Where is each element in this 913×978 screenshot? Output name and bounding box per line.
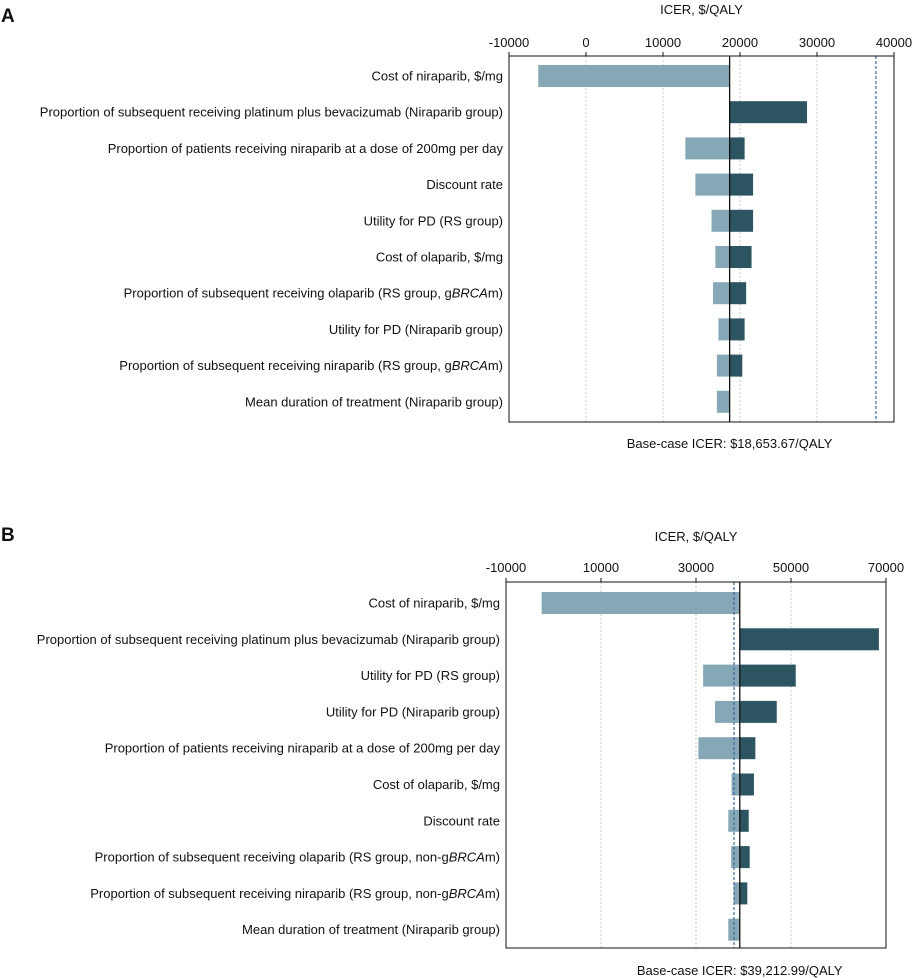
x-tick-label: 30000 — [799, 35, 835, 50]
parameter-label: Cost of olaparib, $/mg — [373, 777, 500, 792]
bar-high — [729, 282, 747, 305]
bar-high — [729, 209, 754, 232]
bar-high — [739, 773, 754, 796]
bar-low — [715, 700, 740, 723]
bar-high — [739, 700, 777, 723]
x-tick-label: 30000 — [678, 560, 714, 575]
bar-high — [729, 354, 743, 377]
panel-label: A — [1, 6, 15, 27]
x-tick-label: 70000 — [868, 560, 904, 575]
x-tick-label: 0 — [582, 35, 589, 50]
parameter-label: Cost of niraparib, $/mg — [368, 596, 500, 611]
bar-low — [541, 592, 740, 614]
x-axis-title: ICER, $/QALY — [660, 2, 743, 17]
bar-low — [716, 354, 730, 377]
bar-high — [729, 246, 752, 268]
parameter-label: Utility for PD (Niraparib group) — [326, 704, 500, 719]
bar-high — [729, 101, 807, 124]
bar-low — [715, 246, 730, 268]
x-tick-label: 40000 — [876, 35, 912, 50]
parameter-label: Proportion of patients receiving nirapar… — [105, 741, 501, 756]
bar-high — [739, 664, 796, 687]
plot-frame — [508, 55, 895, 423]
bar-low — [731, 846, 740, 869]
bar-low — [718, 318, 730, 341]
x-tick-label: -10000 — [489, 35, 529, 50]
bar-high — [739, 628, 879, 651]
plot-frame — [505, 581, 887, 949]
x-axis-title: ICER, $/QALY — [655, 529, 738, 544]
parameter-label: Utility for PD (Niraparib group) — [329, 322, 503, 337]
base-case-footer: Base-case ICER: $39,212.99/QALY — [637, 963, 843, 978]
parameter-label: Cost of niraparib, $/mg — [371, 69, 503, 84]
x-tick-label: 20000 — [722, 35, 758, 50]
bar-low — [731, 773, 740, 796]
bar-high — [739, 882, 748, 905]
bar-low — [698, 737, 740, 760]
x-tick-label: -10000 — [486, 560, 526, 575]
parameter-label: Cost of olaparib, $/mg — [376, 250, 503, 265]
parameter-label: Proportion of subsequent receiving olapa… — [124, 286, 503, 301]
bar-low — [713, 282, 730, 305]
parameter-label: Discount rate — [423, 813, 500, 828]
bar-low — [695, 173, 730, 196]
parameter-label: Utility for PD (RS group) — [364, 213, 503, 228]
x-tick-label: 10000 — [645, 35, 681, 50]
bar-low — [733, 882, 740, 905]
parameter-label: Proportion of subsequent receiving nirap… — [90, 886, 500, 901]
parameter-label: Proportion of subsequent receiving olapa… — [95, 850, 500, 865]
panel-a: A ICER, $/QALY -10000 0 10000 20000 30000 40000… — [1, 2, 912, 451]
x-tick-label: 50000 — [773, 560, 809, 575]
parameter-label: Mean duration of treatment (Niraparib gr… — [242, 922, 500, 937]
bar-high — [739, 737, 756, 760]
bar-low — [538, 65, 730, 87]
parameter-label: Proportion of subsequent receiving plati… — [37, 632, 500, 647]
panel-b: B ICER, $/QALY -10000 10000 30000 50000 70000 C… — [1, 525, 904, 978]
parameter-label: Mean duration of treatment (Niraparib gr… — [245, 394, 503, 409]
parameter-label: Utility for PD (RS group) — [361, 668, 500, 683]
x-tick-label: 10000 — [583, 560, 619, 575]
bar-high — [729, 137, 745, 160]
parameter-label: Proportion of subsequent receiving nirap… — [119, 358, 503, 373]
bar-high — [739, 846, 750, 869]
bar-high — [729, 173, 754, 196]
bar-low — [711, 209, 730, 232]
bar-low — [716, 390, 730, 413]
base-case-footer: Base-case ICER: $18,653.67/QALY — [627, 436, 833, 451]
bar-low — [685, 137, 730, 160]
bar-low — [728, 809, 740, 832]
bar-high — [739, 809, 749, 832]
parameter-label: Proportion of patients receiving nirapar… — [108, 141, 504, 156]
parameter-label: Discount rate — [426, 177, 503, 192]
parameter-label: Proportion of subsequent receiving plati… — [40, 105, 503, 120]
panel-label: B — [1, 525, 15, 546]
bar-low — [703, 664, 740, 687]
bar-high — [729, 318, 745, 341]
